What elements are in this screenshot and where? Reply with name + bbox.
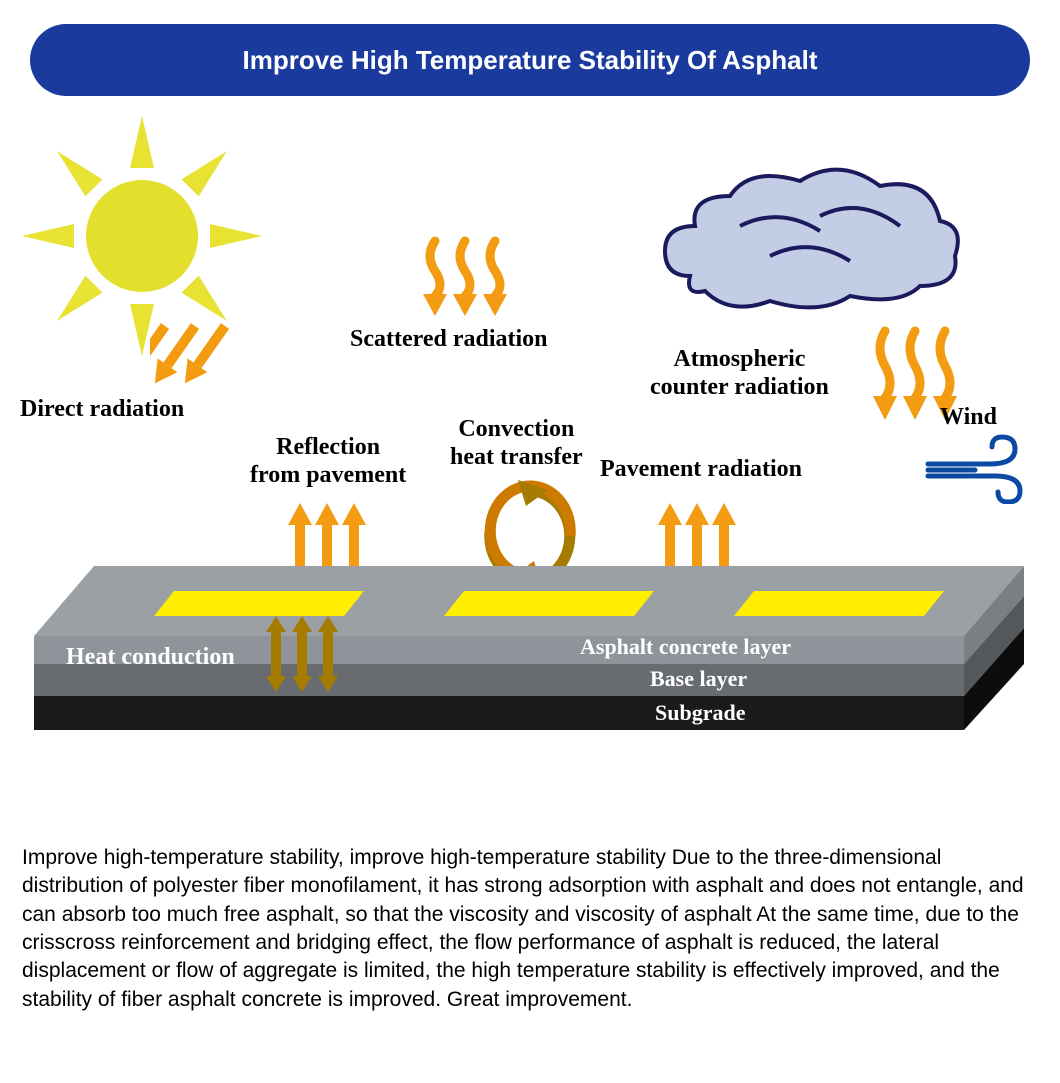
page-title: Improve High Temperature Stability Of As… bbox=[243, 45, 818, 76]
heat-conduction-arrows bbox=[262, 616, 352, 706]
body-paragraph: Improve high-temperature stability, impr… bbox=[22, 844, 1038, 1014]
reflection-from-pavement-label: Reflection from pavement bbox=[250, 434, 406, 489]
base-layer-label: Base layer bbox=[650, 666, 747, 692]
wind-icon bbox=[920, 434, 1030, 504]
scattered-radiation-label: Scattered radiation bbox=[350, 326, 548, 354]
asphalt-concrete-layer-label: Asphalt concrete layer bbox=[580, 634, 791, 660]
atmospheric-counter-radiation-label: Atmospheric counter radiation bbox=[650, 346, 829, 401]
direct-radiation-label: Direct radiation bbox=[20, 396, 184, 424]
diagram-area: Direct radiation Scattered radiation Atm… bbox=[20, 136, 1040, 756]
title-bar: Improve High Temperature Stability Of As… bbox=[30, 24, 1030, 96]
convection-heat-transfer-label: Convection heat transfer bbox=[450, 416, 583, 471]
subgrade-label: Subgrade bbox=[655, 700, 745, 726]
pavement-slab bbox=[24, 516, 1034, 736]
cloud-icon bbox=[650, 156, 970, 336]
scattered-radiation-arrows bbox=[420, 236, 540, 326]
wind-label: Wind bbox=[940, 404, 997, 432]
heat-conduction-label: Heat conduction bbox=[66, 644, 235, 671]
pavement-radiation-label: Pavement radiation bbox=[600, 456, 802, 484]
